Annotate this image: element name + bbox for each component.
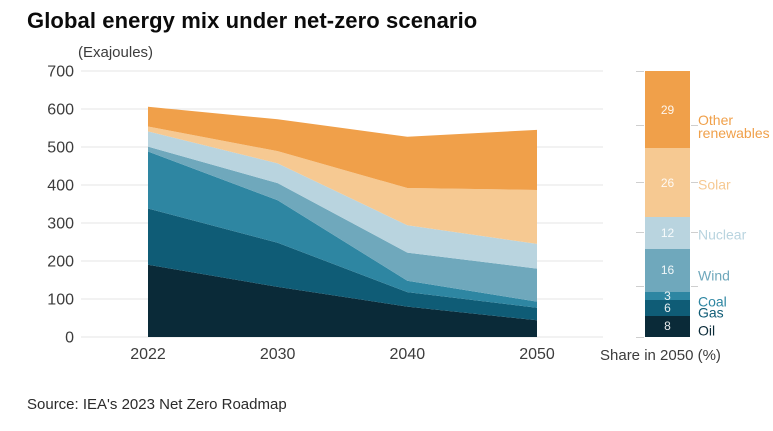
legend-segment-gas: 6 — [645, 299, 690, 316]
legend-tick-left — [636, 182, 644, 183]
legend-tick-left — [636, 337, 644, 338]
legend-label-coal: Coal — [698, 293, 727, 310]
area-series-wind — [148, 146, 537, 302]
y-tick-label-500: 500 — [47, 140, 74, 157]
legend-segment-other-renewables: 29 — [645, 71, 690, 149]
x-tick-label-2022: 2022 — [130, 346, 166, 363]
legend-title: Share in 2050 (%) — [600, 347, 721, 364]
y-tick-label-700: 700 — [47, 64, 74, 81]
y-tick-label-400: 400 — [47, 178, 74, 195]
x-tick-label-2030: 2030 — [260, 346, 296, 363]
chart-title: Global energy mix under net-zero scenari… — [27, 8, 478, 33]
legend-label-wind: Wind — [698, 267, 730, 283]
legend-segment-solar: 26 — [645, 148, 690, 218]
legend-leader-right — [691, 125, 698, 126]
legend-segment-coal: 3 — [645, 288, 690, 303]
area-series-solar — [148, 126, 537, 244]
legend-segment-value: 8 — [664, 319, 671, 334]
legend-tick-left — [636, 71, 644, 72]
legend-stacked-bar: 29 26 12 16 3 6 8 — [645, 71, 690, 337]
area-series-other-renewables — [148, 106, 537, 190]
legend-label-gas: Gas — [698, 304, 724, 321]
legend-segment-value: 6 — [664, 300, 671, 315]
legend-label-oil: Oil — [698, 322, 716, 339]
area-series-nuclear — [148, 131, 537, 269]
y-axis-unit-label: (Exajoules) — [78, 44, 154, 61]
legend-segment-value: 3 — [664, 288, 671, 303]
legend-segment-value: 16 — [660, 263, 675, 278]
x-tick-label-2050: 2050 — [519, 346, 555, 363]
legend-tick-left — [636, 125, 644, 126]
y-tick-label-600: 600 — [47, 102, 74, 119]
legend-segment-value: 26 — [660, 175, 675, 190]
area-series-oil — [148, 264, 537, 337]
legend-segment-wind: 16 — [645, 249, 690, 292]
legend-leader-right — [691, 182, 698, 183]
legend-segment-value: 29 — [660, 102, 675, 117]
source-note: Source: IEA's 2023 Net Zero Roadmap — [27, 396, 287, 413]
y-tick-label-0: 0 — [65, 330, 74, 347]
x-tick-label-2040: 2040 — [390, 346, 426, 363]
legend-leader-right — [691, 232, 698, 233]
legend-tick-left — [636, 286, 644, 287]
legend-leader-right — [691, 286, 698, 287]
area-series-gas — [148, 208, 537, 321]
y-tick-label-200: 200 — [47, 254, 74, 271]
y-tick-label-300: 300 — [47, 216, 74, 233]
legend-segment-nuclear: 12 — [645, 217, 690, 250]
legend-tick-left — [636, 232, 644, 233]
legend-segment-oil: 8 — [645, 315, 690, 337]
legend-segment-value: 12 — [660, 226, 675, 241]
legend-label-other-renewables: Other renewables — [698, 111, 770, 141]
area-series-coal — [148, 151, 537, 308]
legend-label-nuclear: Nuclear — [698, 226, 747, 243]
legend-label-solar: Solar — [698, 176, 731, 193]
y-tick-label-100: 100 — [47, 292, 74, 309]
